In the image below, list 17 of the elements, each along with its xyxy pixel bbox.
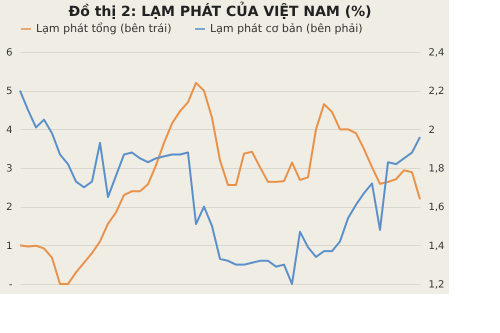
y-tick-label: 3	[6, 164, 12, 174]
y2-tick-label: 1,2	[428, 280, 444, 290]
y-tick-label: 4	[6, 124, 12, 136]
y-tick-label: 1	[6, 240, 12, 252]
y2-tick-label: 1,6	[428, 202, 444, 214]
y2-tick-label: 1,8	[428, 164, 444, 174]
legend-label: Lạm phát cơ bản (bên phải)	[210, 22, 363, 35]
y-tick-label: 5	[6, 86, 12, 98]
y2-tick-label: 2	[428, 124, 435, 136]
chart-title: Đồ thị 2: LẠM PHÁT CỦA VIỆT NAM (%)	[68, 1, 372, 20]
y2-tick-label: 2,4	[428, 48, 444, 58]
y2-tick-label: 1,4	[428, 240, 444, 252]
y2-tick-label: 2,2	[428, 86, 444, 98]
y-tick-label: 6	[6, 48, 12, 58]
y-tick-label: 2	[6, 202, 12, 214]
y-tick-label: -	[8, 280, 13, 290]
legend-label: Lạm phát tổng (bên trái)	[36, 22, 172, 35]
